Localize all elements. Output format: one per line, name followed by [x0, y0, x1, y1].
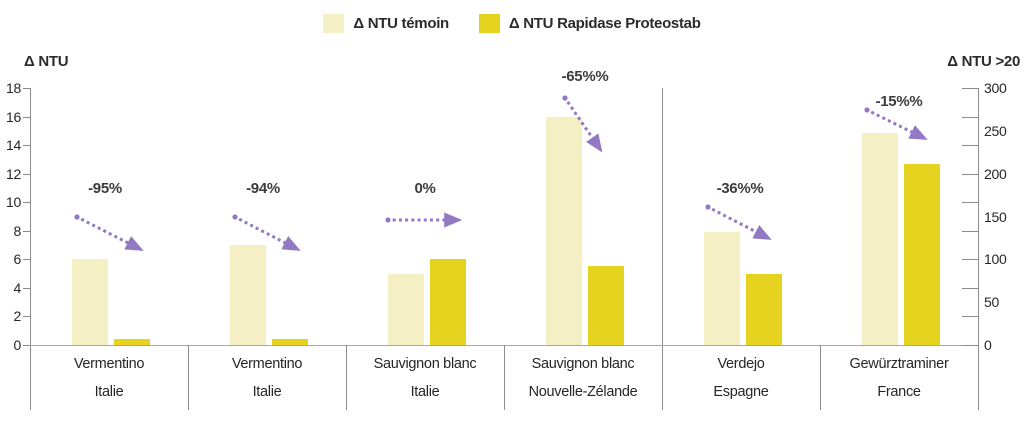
- right-axis-tick: [962, 316, 978, 317]
- trend-arrow-start-dot: [232, 214, 238, 220]
- trend-arrow-start-dot: [705, 204, 711, 210]
- legend-item-temoin: Δ NTU témoin: [323, 14, 449, 33]
- category-label-variety: Vermentino: [231, 356, 303, 372]
- right-axis-tick-label: 50: [984, 294, 999, 310]
- trend-arrow-start-dot: [385, 217, 391, 223]
- right-axis-tick-label: 300: [984, 80, 1007, 96]
- category-separator: [504, 345, 505, 410]
- right-axis-tick-label: 200: [984, 166, 1007, 182]
- left-axis-line: [30, 88, 31, 410]
- category-label-country: France: [877, 384, 921, 400]
- left-axis-title: Δ NTU: [24, 53, 69, 70]
- right-axis-tick: [962, 174, 978, 175]
- trend-arrow-start-dot: [864, 107, 870, 113]
- category-label-country: Espagne: [713, 384, 769, 400]
- percent-change-label: 0%: [414, 180, 436, 197]
- bar-temoin: [230, 245, 266, 345]
- category-label-variety: Sauvignon blanc: [373, 356, 477, 372]
- bar-rapidase: [272, 338, 308, 345]
- left-axis-tick: [23, 117, 30, 118]
- bar-rapidase: [904, 164, 940, 345]
- trend-arrow-start-dot: [74, 214, 80, 220]
- left-axis-tick-label: 18: [6, 80, 21, 96]
- category-label-country: Nouvelle-Zélande: [528, 384, 638, 400]
- right-axis-tick-label: 150: [984, 209, 1007, 225]
- left-axis-tick: [23, 259, 30, 260]
- left-axis-tick-label: 10: [6, 194, 21, 210]
- bar-temoin: [72, 259, 108, 345]
- trend-arrow-start-dot: [562, 95, 568, 101]
- legend-swatch-temoin: [323, 14, 345, 33]
- right-axis-tick: [962, 288, 978, 289]
- left-axis-tick-label: 2: [13, 308, 22, 324]
- left-axis-tick: [23, 174, 30, 175]
- right-axis-tick: [962, 345, 978, 346]
- legend-label-rapidase: Δ NTU Rapidase Proteostab: [508, 15, 701, 32]
- percent-change-label: -65%%: [561, 68, 609, 85]
- category-separator: [188, 345, 189, 410]
- section-divider-line: [662, 88, 663, 410]
- left-axis-tick-label: 4: [13, 280, 22, 296]
- right-axis-tick-label: 250: [984, 123, 1007, 139]
- category-label-country: Italie: [94, 384, 124, 400]
- category-label-variety: Sauvignon blanc: [531, 356, 635, 372]
- right-axis-tick: [962, 145, 978, 146]
- category-label-variety: Verdejo: [717, 356, 765, 372]
- percent-change-label: -95%: [88, 180, 122, 197]
- left-axis-tick-label: 12: [6, 166, 21, 182]
- left-axis-tick-label: 8: [13, 223, 22, 239]
- legend-item-rapidase: Δ NTU Rapidase Proteostab: [478, 14, 701, 33]
- percent-change-label: -36%%: [716, 180, 764, 197]
- category-label-country: Italie: [410, 384, 440, 400]
- left-axis-tick-label: 14: [6, 137, 21, 153]
- left-axis-tick: [23, 231, 30, 232]
- category-label-variety: Vermentino: [73, 356, 145, 372]
- left-axis-tick-label: 16: [6, 109, 21, 125]
- right-axis-tick: [962, 117, 978, 118]
- category-separator: [820, 345, 821, 410]
- right-axis-title: Δ NTU >20: [947, 53, 1020, 70]
- category-label-variety: Gewürztraminer: [849, 356, 949, 372]
- legend-label-temoin: Δ NTU témoin: [353, 15, 449, 32]
- right-axis-tick: [962, 88, 978, 89]
- right-axis-line: [978, 88, 979, 410]
- legend-swatch-rapidase: [478, 14, 500, 33]
- left-axis-tick: [23, 316, 30, 317]
- bar-rapidase: [430, 259, 466, 345]
- left-axis-tick: [23, 288, 30, 289]
- right-axis-tick: [962, 259, 978, 260]
- left-axis-tick: [23, 88, 30, 89]
- left-axis-tick-label: 6: [13, 251, 22, 267]
- percent-change-label: -15%%: [875, 93, 923, 110]
- left-axis-tick: [23, 345, 30, 346]
- right-axis-tick: [962, 231, 978, 232]
- bar-rapidase: [588, 266, 624, 345]
- category-label-country: Italie: [252, 384, 282, 400]
- percent-change-label: -94%: [246, 180, 280, 197]
- left-axis-tick: [23, 145, 30, 146]
- bar-temoin: [862, 133, 898, 345]
- right-axis-tick-label: 0: [984, 337, 992, 353]
- left-axis-tick-label: 0: [13, 337, 22, 353]
- chart-legend: Δ NTU témoin Δ NTU Rapidase Proteostab: [0, 14, 1024, 33]
- left-axis-tick: [23, 202, 30, 203]
- bar-temoin: [546, 116, 582, 345]
- right-axis-tick: [962, 202, 978, 203]
- bar-rapidase: [114, 339, 150, 345]
- trend-arrow: [74, 214, 144, 252]
- bar-temoin: [704, 231, 740, 345]
- bar-temoin: [388, 273, 424, 345]
- category-separator: [346, 345, 347, 410]
- bar-rapidase: [746, 273, 782, 345]
- right-axis-tick-label: 100: [984, 251, 1007, 267]
